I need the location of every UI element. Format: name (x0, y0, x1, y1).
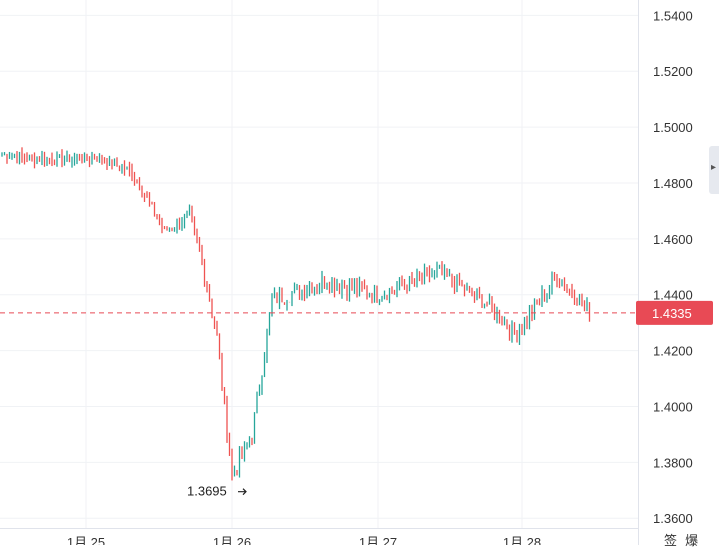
y-tick-label: 1.3600 (653, 511, 693, 526)
low-annotation: 1.3695 (187, 484, 247, 499)
arrow-right-icon (238, 488, 247, 496)
x-tick-label: 1月 28 (503, 535, 541, 545)
price-axis[interactable]: 1.5400 1.5200 1.5000 1.4800 1.4600 1.4400 1.42… (638, 0, 693, 545)
corner-label: 签 爆 (664, 534, 701, 549)
y-tick-label: 1.5200 (653, 64, 693, 79)
time-axis[interactable]: 1月 25 1月 26 1月 27 1月 28 (0, 528, 638, 546)
chevron-right-icon: ▸ (711, 162, 717, 173)
y-tick-label: 1.5000 (653, 120, 693, 135)
current-price-label: 1.4335 (652, 306, 692, 321)
y-tick-label: 1.4200 (653, 344, 693, 359)
y-tick-label: 1.4600 (653, 232, 693, 247)
x-tick-label: 1月 25 (67, 535, 105, 545)
y-tick-label: 1.4000 (653, 399, 693, 414)
side-panel-toggle[interactable]: ▸ (709, 146, 719, 194)
y-tick-label: 1.4400 (653, 288, 693, 303)
current-price-line: 1.4335 (0, 300, 713, 325)
current-price-tag (636, 300, 713, 325)
x-tick-label: 1月 27 (359, 535, 397, 545)
x-tick-label: 1月 26 (213, 535, 251, 545)
y-tick-label: 1.3800 (653, 455, 693, 470)
y-tick-label: 1.4800 (653, 176, 693, 191)
grid-layer (0, 0, 638, 528)
low-price-label: 1.3695 (187, 484, 227, 499)
y-tick-label: 1.5400 (653, 8, 693, 23)
price-bars (1, 147, 591, 481)
